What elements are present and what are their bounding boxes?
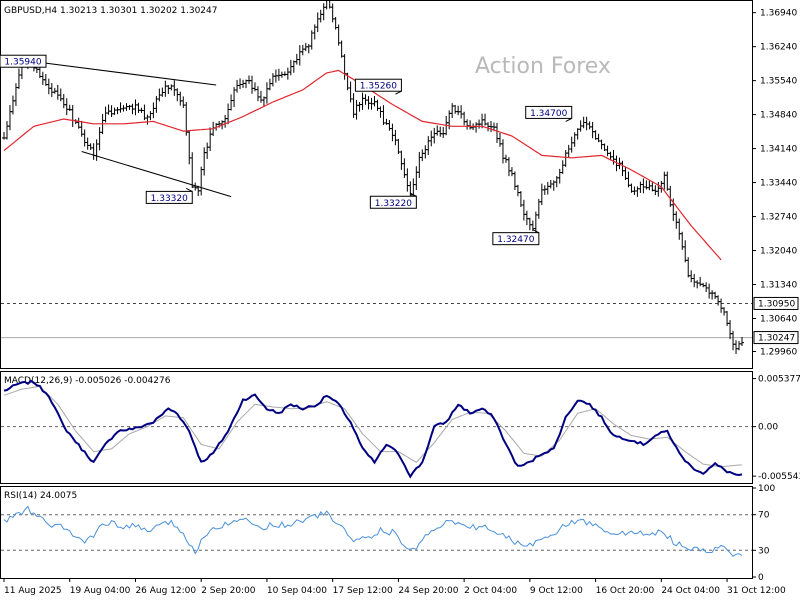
level-tag: 1.30950: [753, 296, 799, 310]
callout-box: [145, 190, 193, 204]
price-callout: 1.33220: [369, 192, 417, 209]
macd-axis: 0.005377 0.00 -0.005543: [752, 375, 800, 482]
time-tick-label: 24 Sep 20:00: [398, 586, 458, 596]
callout-label: 1.34700: [530, 109, 567, 119]
trendline: [30, 60, 217, 86]
rsi-indicator: [1, 505, 752, 557]
time-tick-label: 9 Oct 12:00: [530, 586, 583, 596]
time-tick-label: 2 Sep 20:00: [201, 586, 256, 596]
time-tick-label: 10 Sep 04:00: [267, 586, 327, 596]
price-tick-label: 1.31340: [760, 281, 797, 291]
callout-box: [0, 54, 47, 68]
price-callouts: 1.372501.352601.347001.333201.332201.324…: [0, 54, 573, 246]
callout-pointer: [186, 187, 193, 192]
price-tick-label: 1.36940: [760, 9, 797, 19]
macd-label: MACD(12,26,9) -0.005026 -0.004276: [4, 376, 171, 386]
time-tick-label: 2 Oct 04:00: [464, 586, 517, 596]
price-axis: 1.36940 1.36240 1.35540 1.34840 1.34140 1.334…: [752, 9, 799, 357]
level-tag-box: [753, 296, 799, 310]
price-tick-label: 1.32040: [760, 247, 797, 257]
callout-label: 1.33320: [151, 194, 188, 204]
macd-indicator: [1, 379, 752, 479]
price-callout: 1.35260: [354, 78, 402, 95]
rsi-tick-label: 0: [758, 573, 764, 583]
rsi-panel-frame: [0, 486, 753, 579]
level-tag-label: 1.30950: [758, 299, 795, 309]
callout-pointer: [565, 117, 572, 122]
price-bar: [324, 0, 328, 10]
time-tick-label: 19 Aug 04:00: [70, 586, 131, 596]
watermark: Action Forex: [475, 54, 611, 79]
time-tick-label: 17 Sep 12:00: [333, 586, 393, 596]
price-callout: 1.34700: [525, 105, 573, 122]
rsi-line: [3, 505, 743, 557]
macd-panel-frame: [0, 371, 753, 484]
symbol-header: GBPUSD,H4 1.30213 1.30301 1.30202 1.3024…: [4, 6, 217, 16]
trendlines: [30, 60, 232, 198]
callout-box: [369, 195, 417, 209]
level-tag-box: [753, 331, 799, 345]
callout-box: [492, 232, 540, 246]
price-tick-label: 1.34140: [760, 145, 797, 155]
callout-label: 1.32470: [497, 235, 534, 245]
time-tick-label: 16 Oct 20:00: [596, 586, 655, 596]
macd-signal-line: [3, 385, 742, 468]
price-tick-label: 1.34840: [760, 111, 797, 121]
price-tick-label: 1.35540: [760, 77, 797, 87]
macd-tick-label: -0.005543: [758, 472, 800, 482]
price-panel-frame: [0, 0, 753, 369]
callout-pointer: [395, 90, 402, 95]
rsi-label: RSI(14) 24.0075: [4, 491, 77, 501]
price-bar: [740, 336, 744, 347]
callout-pointer: [532, 229, 540, 234]
price-tick-label: 1.32740: [760, 213, 797, 223]
rsi-tick-label: 30: [758, 546, 770, 556]
rsi-axis: 100 70 30 0: [752, 484, 775, 583]
macd-tick-label: 0.005377: [758, 375, 800, 385]
time-tick-label: 11 Aug 2025: [4, 586, 62, 596]
callout-label: 1.33220: [375, 199, 412, 209]
time-tick-label: 24 Oct 04:00: [661, 586, 720, 596]
price-callout: 1.32470: [492, 229, 540, 246]
price-tick-label: 1.36240: [760, 43, 797, 53]
callout-box: [525, 105, 573, 119]
rsi-tick-label: 70: [758, 511, 770, 521]
rsi-tick-label: 100: [758, 484, 775, 494]
trendline: [81, 151, 232, 198]
callout-pointer: [410, 192, 417, 197]
callout-box: [354, 78, 402, 92]
price-tick-label: 1.33440: [760, 179, 797, 189]
price-callout: 1.35940: [0, 54, 47, 68]
callout-label: 1.35940: [4, 58, 41, 68]
marked-levels: [1, 302, 752, 339]
level-tag-label: 1.30247: [758, 334, 795, 344]
price-tick-label: 1.30640: [760, 314, 797, 324]
time-tick-label: 31 Oct 12:00: [727, 586, 786, 596]
callout-label: 1.35260: [360, 82, 397, 92]
price-tick-label: 1.29960: [760, 347, 797, 357]
time-axis: 11 Aug 2025 19 Aug 04:00 26 Aug 12:00 2 Sep…: [3, 578, 786, 596]
macd-line: [3, 379, 743, 479]
price-callout: 1.33320: [145, 187, 193, 204]
time-tick-label: 26 Aug 12:00: [135, 586, 196, 596]
level-tag: 1.30247: [753, 331, 799, 345]
macd-tick-label: 0.00: [758, 423, 778, 433]
